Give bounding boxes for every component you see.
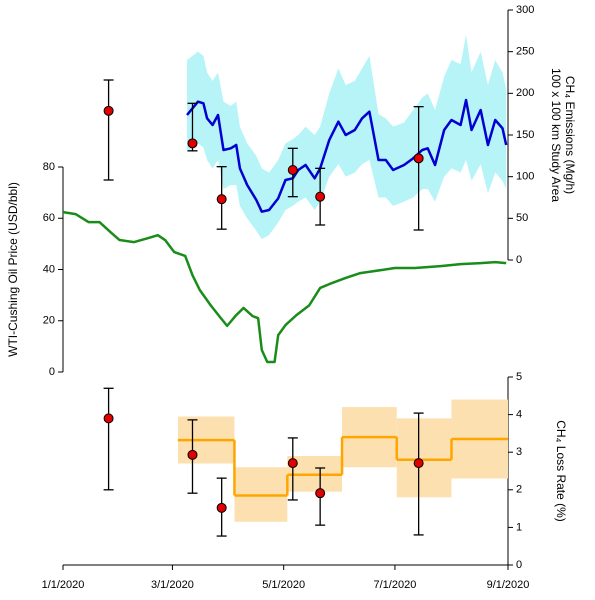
point xyxy=(216,502,227,513)
y-tick-label: 40 xyxy=(43,263,55,275)
point xyxy=(315,488,326,499)
y-tick-label: 0 xyxy=(516,254,522,266)
y-axis-title: WTI-Cushing Oil Price (USD/bbl) xyxy=(6,182,20,357)
y-axis-title: CH₄ Emissions (Mg/h) xyxy=(563,76,577,194)
y-tick-label: 0 xyxy=(49,366,55,378)
y-tick-label: 50 xyxy=(516,212,528,224)
line xyxy=(186,98,508,213)
point xyxy=(103,105,114,116)
y-tick-label: 250 xyxy=(516,46,534,58)
point xyxy=(413,458,424,469)
y-tick-label: 60 xyxy=(43,212,55,224)
y-tick-label: 2 xyxy=(516,484,522,496)
line xyxy=(62,210,507,364)
y-tick-label: 150 xyxy=(516,129,534,141)
y-tick-label: 0 xyxy=(516,559,522,571)
x-tick-label: 1/1/2020 xyxy=(42,579,85,591)
point xyxy=(216,194,227,205)
point xyxy=(413,153,424,164)
x-tick-label: 9/1/2020 xyxy=(487,579,530,591)
y-axis-title: 100 x 100 km Study Area xyxy=(549,68,563,202)
y-tick-label: 1 xyxy=(516,521,522,533)
x-tick-label: 5/1/2020 xyxy=(262,579,305,591)
point xyxy=(287,165,298,175)
point xyxy=(103,413,114,424)
y-tick-label: 80 xyxy=(43,161,55,173)
x-tick-label: 7/1/2020 xyxy=(374,579,417,591)
y-tick-label: 4 xyxy=(516,409,522,421)
uncertainty-band xyxy=(187,35,507,240)
y-tick-label: 20 xyxy=(43,315,55,327)
uncertainty-band xyxy=(396,418,452,498)
y-tick-label: 3 xyxy=(516,446,522,458)
point xyxy=(187,138,198,149)
y-tick-label: 200 xyxy=(516,87,534,99)
y-axis-title: CH₄ Loss Rate (%) xyxy=(554,420,568,522)
x-tick-label: 3/1/2020 xyxy=(151,579,194,591)
point xyxy=(287,458,298,469)
y-tick-label: 100 xyxy=(516,171,534,183)
y-tick-label: 300 xyxy=(516,4,534,16)
point xyxy=(187,449,198,460)
y-tick-label: 5 xyxy=(516,371,522,383)
point xyxy=(315,191,326,202)
